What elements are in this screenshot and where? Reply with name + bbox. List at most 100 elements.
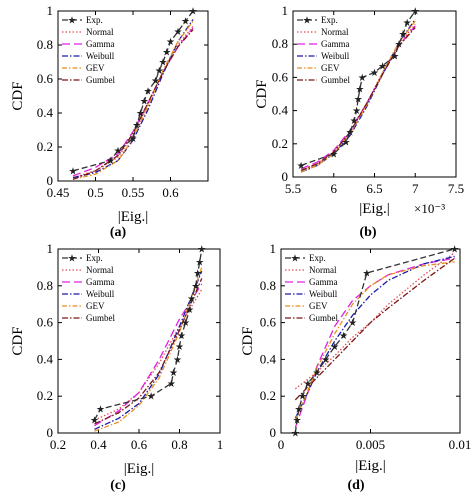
panel-label: (c) bbox=[110, 478, 126, 493]
y-tick-label: 0.4 bbox=[260, 351, 277, 366]
legend-label: Weibull bbox=[86, 51, 115, 61]
panel-label: (b) bbox=[359, 225, 376, 240]
x-tick-label: 6.5 bbox=[366, 181, 382, 196]
data-point-exp: ★ bbox=[298, 392, 307, 403]
series-line-gev bbox=[300, 20, 416, 173]
legend-label: Gamma bbox=[309, 277, 338, 287]
legend-label: Normal bbox=[86, 265, 114, 275]
y-tick-label: 0.6 bbox=[37, 71, 54, 86]
series-line-gamma bbox=[300, 25, 416, 170]
x-tick-label: 0.6 bbox=[162, 185, 179, 200]
series-line-weibull bbox=[94, 270, 203, 430]
data-point-exp: ★ bbox=[90, 416, 99, 427]
y-tick-label: 1 bbox=[270, 241, 277, 256]
y-axis-label: CDF bbox=[254, 79, 270, 108]
data-point-exp: ★ bbox=[189, 7, 198, 18]
data-point-exp: ★ bbox=[167, 379, 176, 390]
y-tick-label: 0.8 bbox=[272, 36, 288, 51]
data-point-exp: ★ bbox=[173, 355, 182, 366]
x-tick-label: 0.55 bbox=[122, 185, 145, 200]
series-line-gev bbox=[294, 261, 455, 421]
legend-label: Exp. bbox=[321, 15, 338, 25]
data-point-exp: ★ bbox=[174, 27, 183, 38]
data-point-exp: ★ bbox=[144, 86, 153, 97]
y-tick-label: 0 bbox=[47, 173, 54, 188]
y-tick-label: 0.8 bbox=[37, 37, 53, 52]
y-tick-label: 0.2 bbox=[37, 139, 53, 154]
y-axis-label: CDF bbox=[240, 326, 256, 355]
data-point-exp: ★ bbox=[166, 37, 175, 48]
legend-label: Gumbel bbox=[86, 313, 115, 323]
data-point-exp: ★ bbox=[352, 106, 361, 117]
data-point-exp: ★ bbox=[330, 342, 339, 353]
legend-label: Gumbel bbox=[321, 75, 350, 85]
y-axis-label: CDF bbox=[10, 326, 26, 355]
data-point-exp: ★ bbox=[362, 268, 371, 279]
panel-label: (d) bbox=[347, 478, 364, 493]
data-point-exp: ★ bbox=[394, 40, 403, 51]
data-point-exp: ★ bbox=[350, 116, 359, 127]
legend-label: GEV bbox=[321, 63, 340, 73]
data-point-exp: ★ bbox=[69, 166, 78, 177]
series-line-normal bbox=[72, 25, 194, 179]
data-point-exp: ★ bbox=[155, 66, 164, 77]
data-point-exp: ★ bbox=[106, 156, 115, 167]
data-point-exp: ★ bbox=[169, 368, 178, 379]
series-line-exp bbox=[300, 10, 416, 166]
y-tick-label: 0.8 bbox=[37, 278, 53, 293]
y-tick-label: 0 bbox=[47, 425, 54, 440]
data-point-exp: ★ bbox=[140, 97, 149, 108]
y-tick-label: 1 bbox=[47, 241, 54, 256]
data-point-exp: ★ bbox=[193, 268, 202, 279]
legend-label: Normal bbox=[321, 27, 349, 37]
x-axis-label: |Eig.| bbox=[359, 201, 390, 217]
series-line-gumbel bbox=[294, 257, 456, 401]
legend-label: GEV bbox=[309, 301, 328, 311]
x-axis-label: |Eig.| bbox=[355, 458, 386, 474]
data-point-exp: ★ bbox=[378, 61, 387, 72]
y-tick-label: 0 bbox=[270, 425, 277, 440]
x-tick-label: 7.5 bbox=[448, 181, 464, 196]
panel-4: 0 0.005 0.0100.20.40.60.81CDF|Eig.|(d)★★★★… bbox=[240, 241, 471, 493]
legend-label: Exp. bbox=[86, 15, 103, 25]
data-point-exp: ★ bbox=[159, 58, 168, 69]
y-tick-label: 0.2 bbox=[37, 388, 53, 403]
legend-marker: ★ bbox=[291, 254, 300, 265]
panel-3: 0.2 0.4 0.6 0.8 100.20.40.60.81CDF|Eig.|(c)★… bbox=[10, 241, 223, 493]
data-point-exp: ★ bbox=[390, 51, 399, 62]
x-tick-label: 0.4 bbox=[90, 437, 107, 452]
data-point-exp: ★ bbox=[348, 318, 357, 329]
x-axis-multiplier: ×10⁻³ bbox=[414, 201, 445, 216]
series-line-gumbel bbox=[72, 29, 194, 180]
data-point-exp: ★ bbox=[162, 47, 171, 58]
series-line-gumbel bbox=[94, 278, 203, 425]
x-axis-label: |Eig.| bbox=[118, 209, 149, 225]
data-point-exp: ★ bbox=[114, 146, 123, 157]
x-tick-label: 0.01 bbox=[449, 437, 472, 452]
data-point-exp: ★ bbox=[132, 120, 141, 131]
y-tick-label: 0.2 bbox=[260, 388, 276, 403]
data-point-exp: ★ bbox=[303, 379, 312, 390]
legend-label: Normal bbox=[86, 27, 114, 37]
series-line-weibull bbox=[294, 255, 455, 419]
legend-label: GEV bbox=[86, 301, 105, 311]
y-axis-label: CDF bbox=[10, 81, 26, 110]
data-point-exp: ★ bbox=[346, 128, 355, 139]
panel-label: (a) bbox=[110, 225, 127, 240]
series-line-normal bbox=[294, 252, 456, 390]
data-point-exp: ★ bbox=[147, 392, 156, 403]
data-point-exp: ★ bbox=[355, 85, 364, 96]
y-tick-label: 0.6 bbox=[37, 315, 54, 330]
data-point-exp: ★ bbox=[181, 318, 190, 329]
data-point-exp: ★ bbox=[297, 161, 306, 172]
data-point-exp: ★ bbox=[177, 331, 186, 342]
data-point-exp: ★ bbox=[341, 138, 350, 149]
x-axis-label: |Eig.| bbox=[124, 461, 155, 477]
legend-label: Weibull bbox=[321, 51, 350, 61]
y-tick-label: 0.4 bbox=[37, 351, 54, 366]
y-tick-label: 0 bbox=[282, 169, 289, 184]
data-point-exp: ★ bbox=[321, 355, 330, 366]
x-tick-label: 0 bbox=[278, 437, 285, 452]
